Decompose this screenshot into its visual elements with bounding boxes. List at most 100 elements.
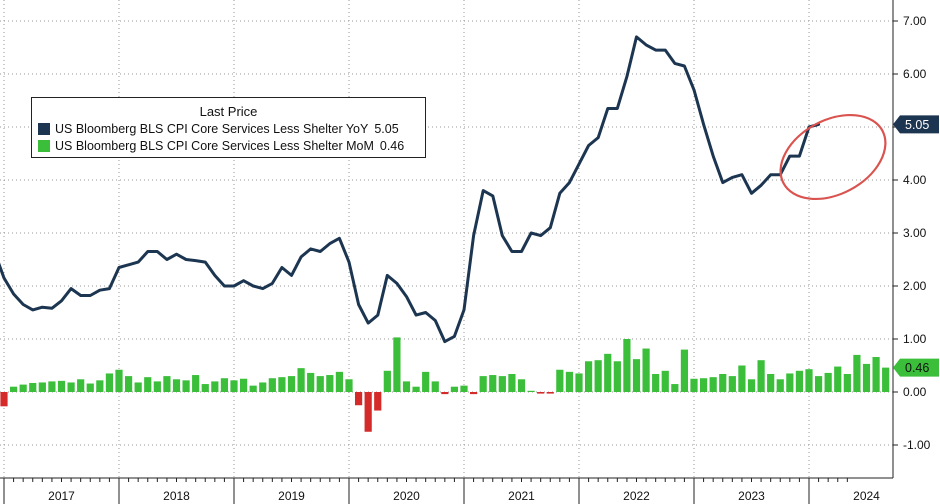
mom-bar-49 [460, 385, 468, 392]
y-tick-label-5: 2.00 [903, 279, 927, 293]
y-tick-label-1: 6.00 [903, 67, 927, 81]
legend-swatch-yoy [38, 123, 50, 135]
mom-bar-77 [728, 376, 736, 392]
mom-bar-48 [450, 386, 459, 392]
grid-lines [0, 0, 893, 478]
last-tag-mom-bg [893, 358, 939, 377]
mom-bar-72 [680, 349, 689, 392]
mom-bar-46 [431, 381, 439, 392]
mom-bar-27 [249, 385, 257, 392]
mom-bar-52 [489, 375, 497, 392]
mom-bar-20 [182, 380, 190, 392]
mom-bar-60 [565, 371, 574, 392]
mom-bar-29 [268, 378, 276, 392]
mom-bar-42 [393, 337, 401, 392]
mom-bar-73 [690, 378, 698, 392]
last-tag-mom-text: 0.46 [905, 361, 929, 375]
mom-bar-63 [594, 360, 602, 392]
mom-bar-43 [402, 381, 411, 392]
x-tick-label-2022: 2022 [623, 489, 650, 503]
mom-bar-87 [824, 372, 832, 392]
mom-bar-55 [517, 379, 526, 392]
highlight-ellipse [779, 113, 887, 201]
x-axis: 2017 2018 2019 2020 2021 2022 2023 2024 [0, 477, 893, 504]
mom-bar-80 [757, 360, 765, 392]
mom-bar-90 [853, 354, 861, 392]
x-tick-label-2018: 2018 [163, 489, 190, 503]
mom-bar-50 [469, 392, 478, 395]
mom-bar-6 [48, 381, 56, 392]
mom-bar-4 [29, 382, 37, 392]
mom-bar-22 [201, 384, 209, 392]
x-tick-label-2021: 2021 [508, 489, 535, 503]
mom-bar-25 [230, 380, 238, 392]
mom-bar-53 [498, 376, 506, 392]
legend-entry-yoy: US Bloomberg BLS CPI Core Services Less … [38, 122, 399, 136]
mom-bar-17 [153, 381, 161, 392]
mom-bar-8 [67, 382, 75, 392]
last-value-tags: 5.05 0.46 [893, 115, 939, 377]
mom-bar-33 [307, 372, 315, 392]
mom-bar-70 [661, 370, 669, 392]
mom-bar-38 [354, 392, 363, 406]
mom-bar-36 [335, 371, 344, 392]
y-tick-label-3: 4.00 [903, 173, 927, 187]
mom-bar-35 [326, 375, 334, 392]
mom-bar-58 [546, 392, 554, 394]
legend-swatch-mom [38, 140, 50, 152]
mom-bar-2 [9, 386, 18, 392]
mom-bar-3 [19, 384, 27, 392]
mom-bar-91 [862, 363, 871, 392]
mom-bar-30 [278, 377, 286, 392]
mom-bar-51 [479, 376, 487, 392]
mom-bar-69 [652, 373, 660, 392]
mom-bar-66 [623, 339, 631, 392]
mom-bar-39 [364, 392, 372, 432]
mom-bar-44 [412, 386, 420, 392]
mom-bar-64 [604, 353, 612, 392]
x-tick-label-2024: 2024 [853, 489, 880, 503]
mom-bar-84 [795, 370, 804, 392]
mom-bar-19 [172, 379, 181, 392]
mom-bars [0, 337, 890, 432]
mom-bar-83 [786, 373, 794, 392]
mom-bar-89 [843, 373, 851, 392]
mom-bar-12 [105, 373, 114, 392]
mom-bar-75 [709, 377, 717, 392]
mom-bar-14 [124, 376, 133, 392]
y-tick-label-6: 1.00 [903, 332, 927, 346]
mom-bar-82 [776, 379, 784, 392]
last-tag-yoy-bg [893, 115, 939, 134]
mom-bar-13 [115, 369, 123, 392]
mom-bar-61 [575, 373, 583, 392]
mom-bar-85 [805, 369, 813, 392]
y-tick-label-0: 7.00 [903, 14, 927, 28]
legend-label-mom: US Bloomberg BLS CPI Core Services Less … [55, 139, 374, 153]
mom-bar-74 [699, 378, 708, 392]
mom-bar-26 [239, 378, 248, 392]
mom-bar-47 [441, 392, 449, 395]
x-tick-label-2023: 2023 [738, 489, 765, 503]
legend-value-mom: 0.46 [379, 139, 405, 153]
mom-bar-62 [584, 361, 593, 392]
y-tick-label-8: -1.00 [903, 438, 931, 452]
mom-bar-41 [383, 370, 391, 392]
legend-value-yoy: 5.05 [374, 122, 399, 136]
mom-bar-40 [374, 392, 382, 411]
y-tick-label-7: 0.00 [903, 385, 927, 399]
mom-bar-86 [814, 376, 823, 392]
mom-bar-59 [556, 369, 564, 392]
mom-bar-31 [287, 376, 296, 392]
mom-bar-24 [220, 378, 229, 392]
legend: Last Price US Bloomberg BLS CPI Core Ser… [31, 97, 426, 158]
mom-bar-28 [259, 382, 267, 392]
mom-bar-10 [86, 383, 94, 392]
mom-bar-37 [345, 379, 353, 392]
mom-bar-81 [767, 373, 775, 392]
mom-bar-56 [527, 390, 535, 392]
mom-bar-32 [297, 368, 305, 392]
mom-bar-57 [537, 392, 545, 394]
legend-label-yoy: US Bloomberg BLS CPI Core Services Less … [55, 122, 369, 136]
y-axis: 7.006.005.004.003.002.001.000.00-1.00 [892, 0, 931, 478]
